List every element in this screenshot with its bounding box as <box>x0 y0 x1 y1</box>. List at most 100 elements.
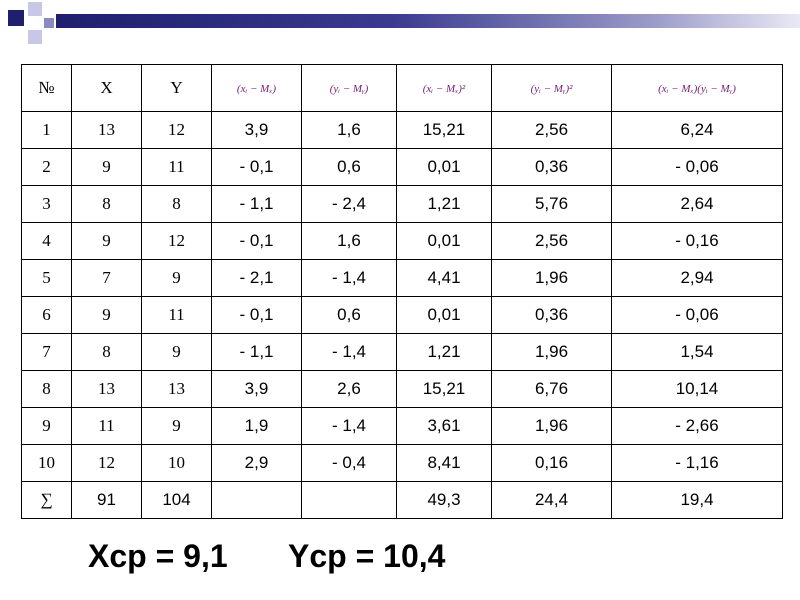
sum-dx <box>211 481 302 519</box>
cell-num: 9 <box>21 407 72 445</box>
cell-dx2: 0,01 <box>396 148 492 186</box>
cell-y: 12 <box>141 111 212 149</box>
cell-dx: - 1,1 <box>211 185 302 223</box>
cell-y: 11 <box>141 148 212 186</box>
table-row: 3 8 8 - 1,1 - 2,4 1,21 5,76 2,64 <box>21 185 783 223</box>
title-bar <box>56 14 800 28</box>
cell-y: 8 <box>141 185 212 223</box>
mean-x: Xср = 9,1 <box>88 538 228 574</box>
cell-x: 7 <box>71 259 142 297</box>
cell-dy: 1,6 <box>301 222 397 260</box>
cell-dy: - 1,4 <box>301 407 397 445</box>
cell-dy2: 0,36 <box>491 296 612 334</box>
cell-dx2: 15,21 <box>396 370 492 408</box>
correlation-table: № X Y (xᵢ − Mₓ) (yᵢ − Mᵧ) (xᵢ − Mₓ)² (yᵢ… <box>21 64 783 519</box>
cell-x: 8 <box>71 333 142 371</box>
cell-dy2: 5,76 <box>491 185 612 223</box>
cell-dxdy: 2,64 <box>611 185 783 223</box>
cell-dy: 2,6 <box>301 370 397 408</box>
cell-x: 13 <box>71 370 142 408</box>
formula-dx2: (xᵢ − Mₓ)² <box>422 83 466 95</box>
cell-dx: - 0,1 <box>211 296 302 334</box>
header-row: № X Y (xᵢ − Mₓ) (yᵢ − Mᵧ) (xᵢ − Mₓ)² (yᵢ… <box>21 64 783 112</box>
cell-x: 9 <box>71 296 142 334</box>
table-row: 8 13 13 3,9 2,6 15,21 6,76 10,14 <box>21 370 783 408</box>
cell-dx2: 4,41 <box>396 259 492 297</box>
header-num: № <box>21 64 72 112</box>
cell-num: 1 <box>21 111 72 149</box>
cell-dy: 0,6 <box>301 148 397 186</box>
mean-y: Yср = 10,4 <box>288 538 446 574</box>
header-dxdy: (xᵢ − Mₓ)(yᵢ − Mᵧ) <box>611 64 783 112</box>
cell-dy: - 1,4 <box>301 259 397 297</box>
sum-x: 91 <box>71 481 142 519</box>
cell-x: 11 <box>71 407 142 445</box>
sum-dxdy: 19,4 <box>611 481 783 519</box>
cell-dy: 0,6 <box>301 296 397 334</box>
cell-dx: - 2,1 <box>211 259 302 297</box>
cell-num: 8 <box>21 370 72 408</box>
header-dx: (xᵢ − Mₓ) <box>211 64 302 112</box>
table-row: 4 9 12 - 0,1 1,6 0,01 2,56 - 0,16 <box>21 222 783 260</box>
cell-x: 8 <box>71 185 142 223</box>
header-y: Y <box>141 64 212 112</box>
cell-dxdy: 10,14 <box>611 370 783 408</box>
cell-dxdy: - 0,06 <box>611 148 783 186</box>
cell-dx2: 8,41 <box>396 444 492 482</box>
cell-dy2: 1,96 <box>491 333 612 371</box>
cell-num: 5 <box>21 259 72 297</box>
cell-dy2: 0,36 <box>491 148 612 186</box>
cell-dx: 3,9 <box>211 370 302 408</box>
cell-y: 13 <box>141 370 212 408</box>
formula-dy2: (yᵢ − Mᵧ)² <box>530 83 573 95</box>
cell-dx: 2,9 <box>211 444 302 482</box>
decor-square-light <box>28 2 42 16</box>
cell-x: 9 <box>71 148 142 186</box>
cell-dxdy: - 0,16 <box>611 222 783 260</box>
cell-dy2: 6,76 <box>491 370 612 408</box>
cell-y: 11 <box>141 296 212 334</box>
cell-dxdy: 2,94 <box>611 259 783 297</box>
cell-dy2: 2,56 <box>491 222 612 260</box>
cell-num: 4 <box>21 222 72 260</box>
sum-dx2: 49,3 <box>396 481 492 519</box>
cell-num: 2 <box>21 148 72 186</box>
cell-dy2: 2,56 <box>491 111 612 149</box>
cell-num: 6 <box>21 296 72 334</box>
cell-y: 9 <box>141 259 212 297</box>
sum-row: ∑ 91 104 49,3 24,4 19,4 <box>21 481 783 519</box>
cell-dx: 1,9 <box>211 407 302 445</box>
formula-dxdy: (xᵢ − Mₓ)(yᵢ − Mᵧ) <box>658 83 736 95</box>
cell-dy2: 1,96 <box>491 407 612 445</box>
sum-y: 104 <box>141 481 212 519</box>
cell-dxdy: - 2,66 <box>611 407 783 445</box>
cell-x: 12 <box>71 444 142 482</box>
cell-y: 12 <box>141 222 212 260</box>
cell-y: 9 <box>141 333 212 371</box>
sum-symbol: ∑ <box>21 481 72 519</box>
cell-dxdy: - 0,06 <box>611 296 783 334</box>
cell-dy2: 1,96 <box>491 259 612 297</box>
table-row: 1 13 12 3,9 1,6 15,21 2,56 6,24 <box>21 111 783 149</box>
header-dy2: (yᵢ − Mᵧ)² <box>491 64 612 112</box>
table-row: 2 9 11 - 0,1 0,6 0,01 0,36 - 0,06 <box>21 148 783 186</box>
table-row: 9 11 9 1,9 - 1,4 3,61 1,96 - 2,66 <box>21 407 783 445</box>
cell-dy: - 1,4 <box>301 333 397 371</box>
decor-square-mid <box>44 18 54 28</box>
cell-dx: 3,9 <box>211 111 302 149</box>
header-dx2: (xᵢ − Mₓ)² <box>396 64 492 112</box>
cell-dx: - 0,1 <box>211 148 302 186</box>
cell-dx2: 0,01 <box>396 222 492 260</box>
cell-dx2: 3,61 <box>396 407 492 445</box>
cell-x: 13 <box>71 111 142 149</box>
cell-dy: - 0,4 <box>301 444 397 482</box>
header-dy: (yᵢ − Mᵧ) <box>301 64 397 112</box>
decor-square-light <box>28 30 42 44</box>
cell-x: 9 <box>71 222 142 260</box>
cell-dx2: 15,21 <box>396 111 492 149</box>
cell-dx2: 1,21 <box>396 185 492 223</box>
cell-dx: - 1,1 <box>211 333 302 371</box>
cell-dy: - 2,4 <box>301 185 397 223</box>
cell-dy: 1,6 <box>301 111 397 149</box>
sum-dy2: 24,4 <box>491 481 612 519</box>
